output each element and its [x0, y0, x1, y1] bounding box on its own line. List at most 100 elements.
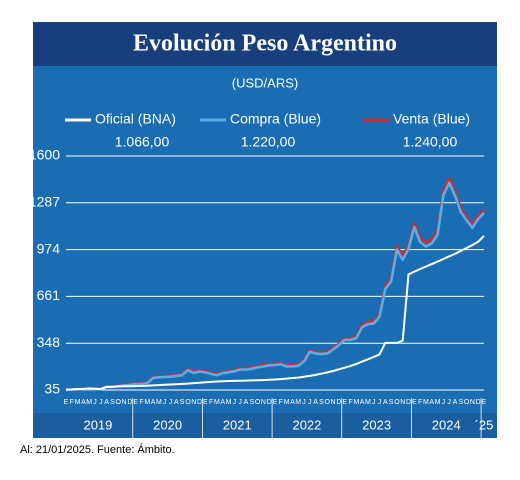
x-tick-label: O: [116, 399, 122, 406]
x-tick-label: M: [284, 399, 290, 406]
x-tick-label: N: [331, 399, 336, 406]
year-label: 2024: [432, 417, 461, 432]
title-band: [33, 22, 497, 66]
x-tick-label: A: [290, 399, 295, 406]
x-tick-label: A: [360, 399, 365, 406]
x-tick-label: J: [308, 399, 312, 406]
x-tick-label: M: [144, 399, 150, 406]
x-tick-label: E: [133, 399, 138, 406]
x-tick-label: A: [151, 399, 156, 406]
year-label: 2023: [362, 417, 391, 432]
year-label: ´25: [475, 417, 494, 432]
x-tick-label: M: [423, 399, 429, 406]
x-tick-label: S: [319, 399, 324, 406]
x-tick-label: J: [447, 399, 451, 406]
year-label: 2020: [153, 417, 182, 432]
panel: [33, 22, 497, 438]
x-tick-label: J: [442, 399, 446, 406]
x-tick-label: D: [197, 399, 202, 406]
x-tick-label: A: [313, 399, 318, 406]
series-line: [65, 235, 485, 391]
x-tick-label: A: [220, 399, 225, 406]
x-tick-label: J: [372, 399, 376, 406]
x-tick-label: M: [214, 399, 220, 406]
x-tick-label: M: [353, 399, 359, 406]
x-tick-label: S: [389, 399, 394, 406]
value-label: 1.220,00: [241, 134, 296, 150]
x-tick-label: D: [336, 399, 341, 406]
x-tick-label: F: [209, 399, 213, 406]
x-tick-label: N: [470, 399, 475, 406]
x-tick-label: M: [75, 399, 81, 406]
x-tick-label: N: [122, 399, 127, 406]
x-tick-label: A: [429, 399, 434, 406]
y-tick-label: 348: [37, 334, 61, 350]
x-tick-label: N: [261, 399, 266, 406]
x-tick-label: J: [163, 399, 167, 406]
x-tick-label: E: [273, 399, 278, 406]
x-tick-label: F: [348, 399, 352, 406]
x-tick-label: A: [453, 399, 458, 406]
x-tick-label: M: [226, 399, 232, 406]
x-tick-label: E: [342, 399, 347, 406]
x-tick-label: A: [104, 399, 109, 406]
year-label: 2021: [223, 417, 252, 432]
value-label: 1.066,00: [115, 134, 170, 150]
subtitle: (USD/ARS): [232, 75, 298, 90]
y-tick-label: 1287: [29, 194, 60, 210]
x-tick-label: D: [406, 399, 411, 406]
x-tick-label: O: [464, 399, 470, 406]
y-tick-label: 35: [44, 381, 60, 397]
series-line: [65, 181, 485, 392]
x-tick-label: E: [203, 399, 208, 406]
x-tick-label: M: [365, 399, 371, 406]
x-tick-label: O: [255, 399, 261, 406]
x-tick-label: J: [302, 399, 306, 406]
x-tick-label: S: [458, 399, 463, 406]
chart-title: Evolución Peso Argentino: [133, 31, 397, 57]
x-tick-label: J: [233, 399, 237, 406]
y-tick-label: 1600: [29, 147, 60, 163]
x-tick-label: A: [383, 399, 388, 406]
x-tick-label: D: [476, 399, 481, 406]
x-tick-label: A: [244, 399, 249, 406]
x-tick-label: E: [64, 399, 69, 406]
x-tick-label: J: [99, 399, 103, 406]
legend-label: Compra (Blue): [230, 111, 321, 127]
footnote: Al: 21/01/2025. Fuente: Ámbito.: [20, 443, 175, 456]
x-tick-label: A: [81, 399, 86, 406]
x-tick-label: J: [238, 399, 242, 406]
year-label: 2022: [292, 417, 321, 432]
x-tick-label: F: [418, 399, 422, 406]
x-tick-label: M: [435, 399, 441, 406]
x-tick-label: D: [267, 399, 272, 406]
x-tick-label: O: [325, 399, 331, 406]
x-tick-label: D: [127, 399, 132, 406]
y-tick-label: 661: [37, 287, 61, 303]
x-tick-label: S: [110, 399, 115, 406]
x-tick-label: O: [394, 399, 400, 406]
x-tick-label: M: [86, 399, 92, 406]
x-tick-label: N: [191, 399, 196, 406]
x-tick-label: E: [482, 399, 487, 406]
x-tick-label: F: [279, 399, 283, 406]
x-tick-label: S: [249, 399, 254, 406]
x-tick-label: J: [169, 399, 173, 406]
legend-label: Oficial (BNA): [95, 111, 176, 127]
x-tick-label: F: [139, 399, 143, 406]
x-tick-label: M: [295, 399, 301, 406]
x-tick-label: E: [412, 399, 417, 406]
y-tick-label: 974: [37, 240, 61, 256]
value-label: 1.240,00: [403, 134, 458, 150]
x-tick-label: A: [174, 399, 179, 406]
x-tick-label: S: [180, 399, 185, 406]
x-tick-label: N: [400, 399, 405, 406]
x-tick-label: F: [70, 399, 74, 406]
x-tick-label: O: [185, 399, 191, 406]
x-tick-label: M: [156, 399, 162, 406]
year-band: [33, 413, 497, 438]
x-tick-label: J: [378, 399, 382, 406]
year-label: 2019: [83, 417, 112, 432]
legend-label: Venta (Blue): [393, 111, 470, 127]
